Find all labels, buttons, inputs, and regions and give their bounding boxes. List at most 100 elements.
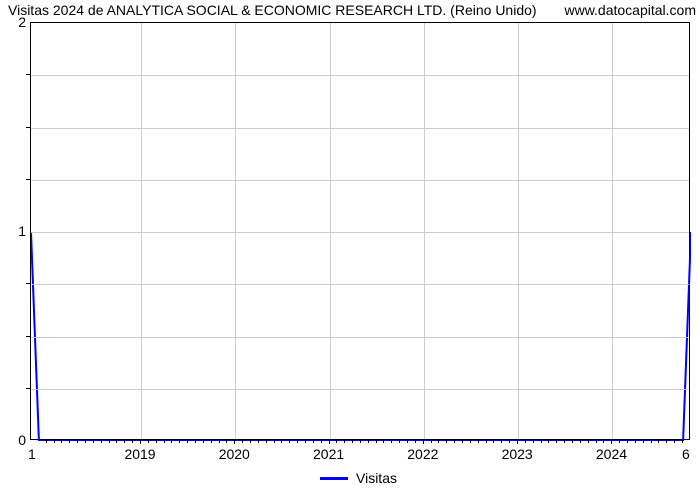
x-minor-tick: [438, 440, 439, 443]
x-minor-tick: [360, 440, 361, 443]
x-tick-label: 2023: [502, 446, 533, 462]
x-minor-tick: [69, 440, 70, 443]
x-minor-tick: [627, 440, 628, 443]
x-minor-tick: [242, 440, 243, 443]
gridline-horizontal: [31, 284, 689, 285]
y-tick-label: 2: [6, 14, 26, 30]
gridline-horizontal: [31, 75, 689, 76]
gridline-horizontal: [31, 389, 689, 390]
x-minor-tick: [46, 440, 47, 443]
x-minor-tick: [533, 440, 534, 443]
x-minor-tick: [101, 440, 102, 443]
plot-area: [30, 22, 690, 440]
x-minor-tick: [478, 440, 479, 443]
x-minor-tick: [619, 440, 620, 443]
x-minor-tick: [431, 440, 432, 443]
y-minor-tick: [26, 388, 30, 389]
x-minor-tick: [329, 440, 330, 444]
y-minor-tick: [26, 74, 30, 75]
gridline-vertical: [424, 23, 425, 439]
x-minor-tick: [462, 440, 463, 443]
chart-title: Visitas 2024 de ANALYTICA SOCIAL & ECONO…: [8, 2, 537, 18]
x-minor-tick: [266, 440, 267, 443]
x-minor-tick: [140, 440, 141, 444]
x-minor-tick: [446, 440, 447, 443]
chart-container: Visitas 2024 de ANALYTICA SOCIAL & ECONO…: [0, 0, 700, 500]
x-minor-tick: [588, 440, 589, 443]
x-minor-tick: [164, 440, 165, 443]
x-minor-tick: [423, 440, 424, 444]
x-minor-tick: [61, 440, 62, 443]
x-minor-tick: [336, 440, 337, 443]
x-minor-tick: [179, 440, 180, 443]
gridline-vertical: [330, 23, 331, 439]
gridline-vertical: [518, 23, 519, 439]
x-minor-tick: [321, 440, 322, 443]
y-minor-tick: [26, 336, 30, 337]
x-minor-tick: [517, 440, 518, 444]
gridline-vertical: [235, 23, 236, 439]
x-tick-label: 2021: [313, 446, 344, 462]
gridline-vertical: [141, 23, 142, 439]
x-minor-tick: [109, 440, 110, 443]
x-minor-tick: [666, 440, 667, 443]
legend-swatch: [320, 477, 348, 480]
x-minor-tick: [486, 440, 487, 443]
x-minor-tick: [541, 440, 542, 443]
x-tick-label: 2020: [219, 446, 250, 462]
x-minor-tick: [556, 440, 557, 443]
x-minor-tick: [195, 440, 196, 443]
x-minor-tick: [470, 440, 471, 443]
x-minor-tick: [580, 440, 581, 443]
x-minor-tick: [211, 440, 212, 443]
x-minor-tick: [156, 440, 157, 443]
x-minor-tick: [399, 440, 400, 443]
y-tick-label: 1: [6, 223, 26, 239]
x-minor-tick: [116, 440, 117, 443]
x-minor-tick: [258, 440, 259, 443]
x-minor-tick: [682, 440, 683, 443]
legend: Visitas: [320, 470, 397, 486]
y-tick-label: 0: [6, 432, 26, 448]
x-minor-tick: [234, 440, 235, 444]
x-minor-tick: [77, 440, 78, 443]
x-minor-tick: [501, 440, 502, 443]
x-minor-tick: [635, 440, 636, 443]
x-minor-tick: [572, 440, 573, 443]
x-tick-label: 2022: [407, 446, 438, 462]
x-minor-tick: [548, 440, 549, 443]
x-minor-tick: [564, 440, 565, 443]
x-tick-label: 2024: [596, 446, 627, 462]
x-minor-tick: [226, 440, 227, 443]
x-minor-tick: [289, 440, 290, 443]
gridline-horizontal: [31, 180, 689, 181]
x-minor-tick: [352, 440, 353, 443]
x-minor-tick: [274, 440, 275, 443]
gridline-vertical: [612, 23, 613, 439]
y-minor-tick: [26, 283, 30, 284]
x-minor-tick: [281, 440, 282, 443]
watermark-text: www.datocapital.com: [564, 2, 696, 18]
x-minor-tick: [124, 440, 125, 443]
x-minor-tick: [368, 440, 369, 443]
x-minor-tick: [596, 440, 597, 443]
corner-label-bottom-right: 6: [682, 446, 690, 462]
gridline-horizontal: [31, 128, 689, 129]
x-tick-label: 2019: [124, 446, 155, 462]
x-minor-tick: [313, 440, 314, 443]
x-minor-tick: [415, 440, 416, 443]
x-minor-tick: [658, 440, 659, 443]
gridline-horizontal: [31, 337, 689, 338]
x-minor-tick: [297, 440, 298, 443]
x-minor-tick: [493, 440, 494, 443]
x-minor-tick: [132, 440, 133, 443]
x-minor-tick: [85, 440, 86, 443]
x-minor-tick: [203, 440, 204, 443]
y-minor-tick: [26, 179, 30, 180]
x-minor-tick: [250, 440, 251, 443]
x-minor-tick: [454, 440, 455, 443]
x-minor-tick: [305, 440, 306, 443]
x-minor-tick: [344, 440, 345, 443]
x-minor-tick: [148, 440, 149, 443]
x-minor-tick: [509, 440, 510, 443]
